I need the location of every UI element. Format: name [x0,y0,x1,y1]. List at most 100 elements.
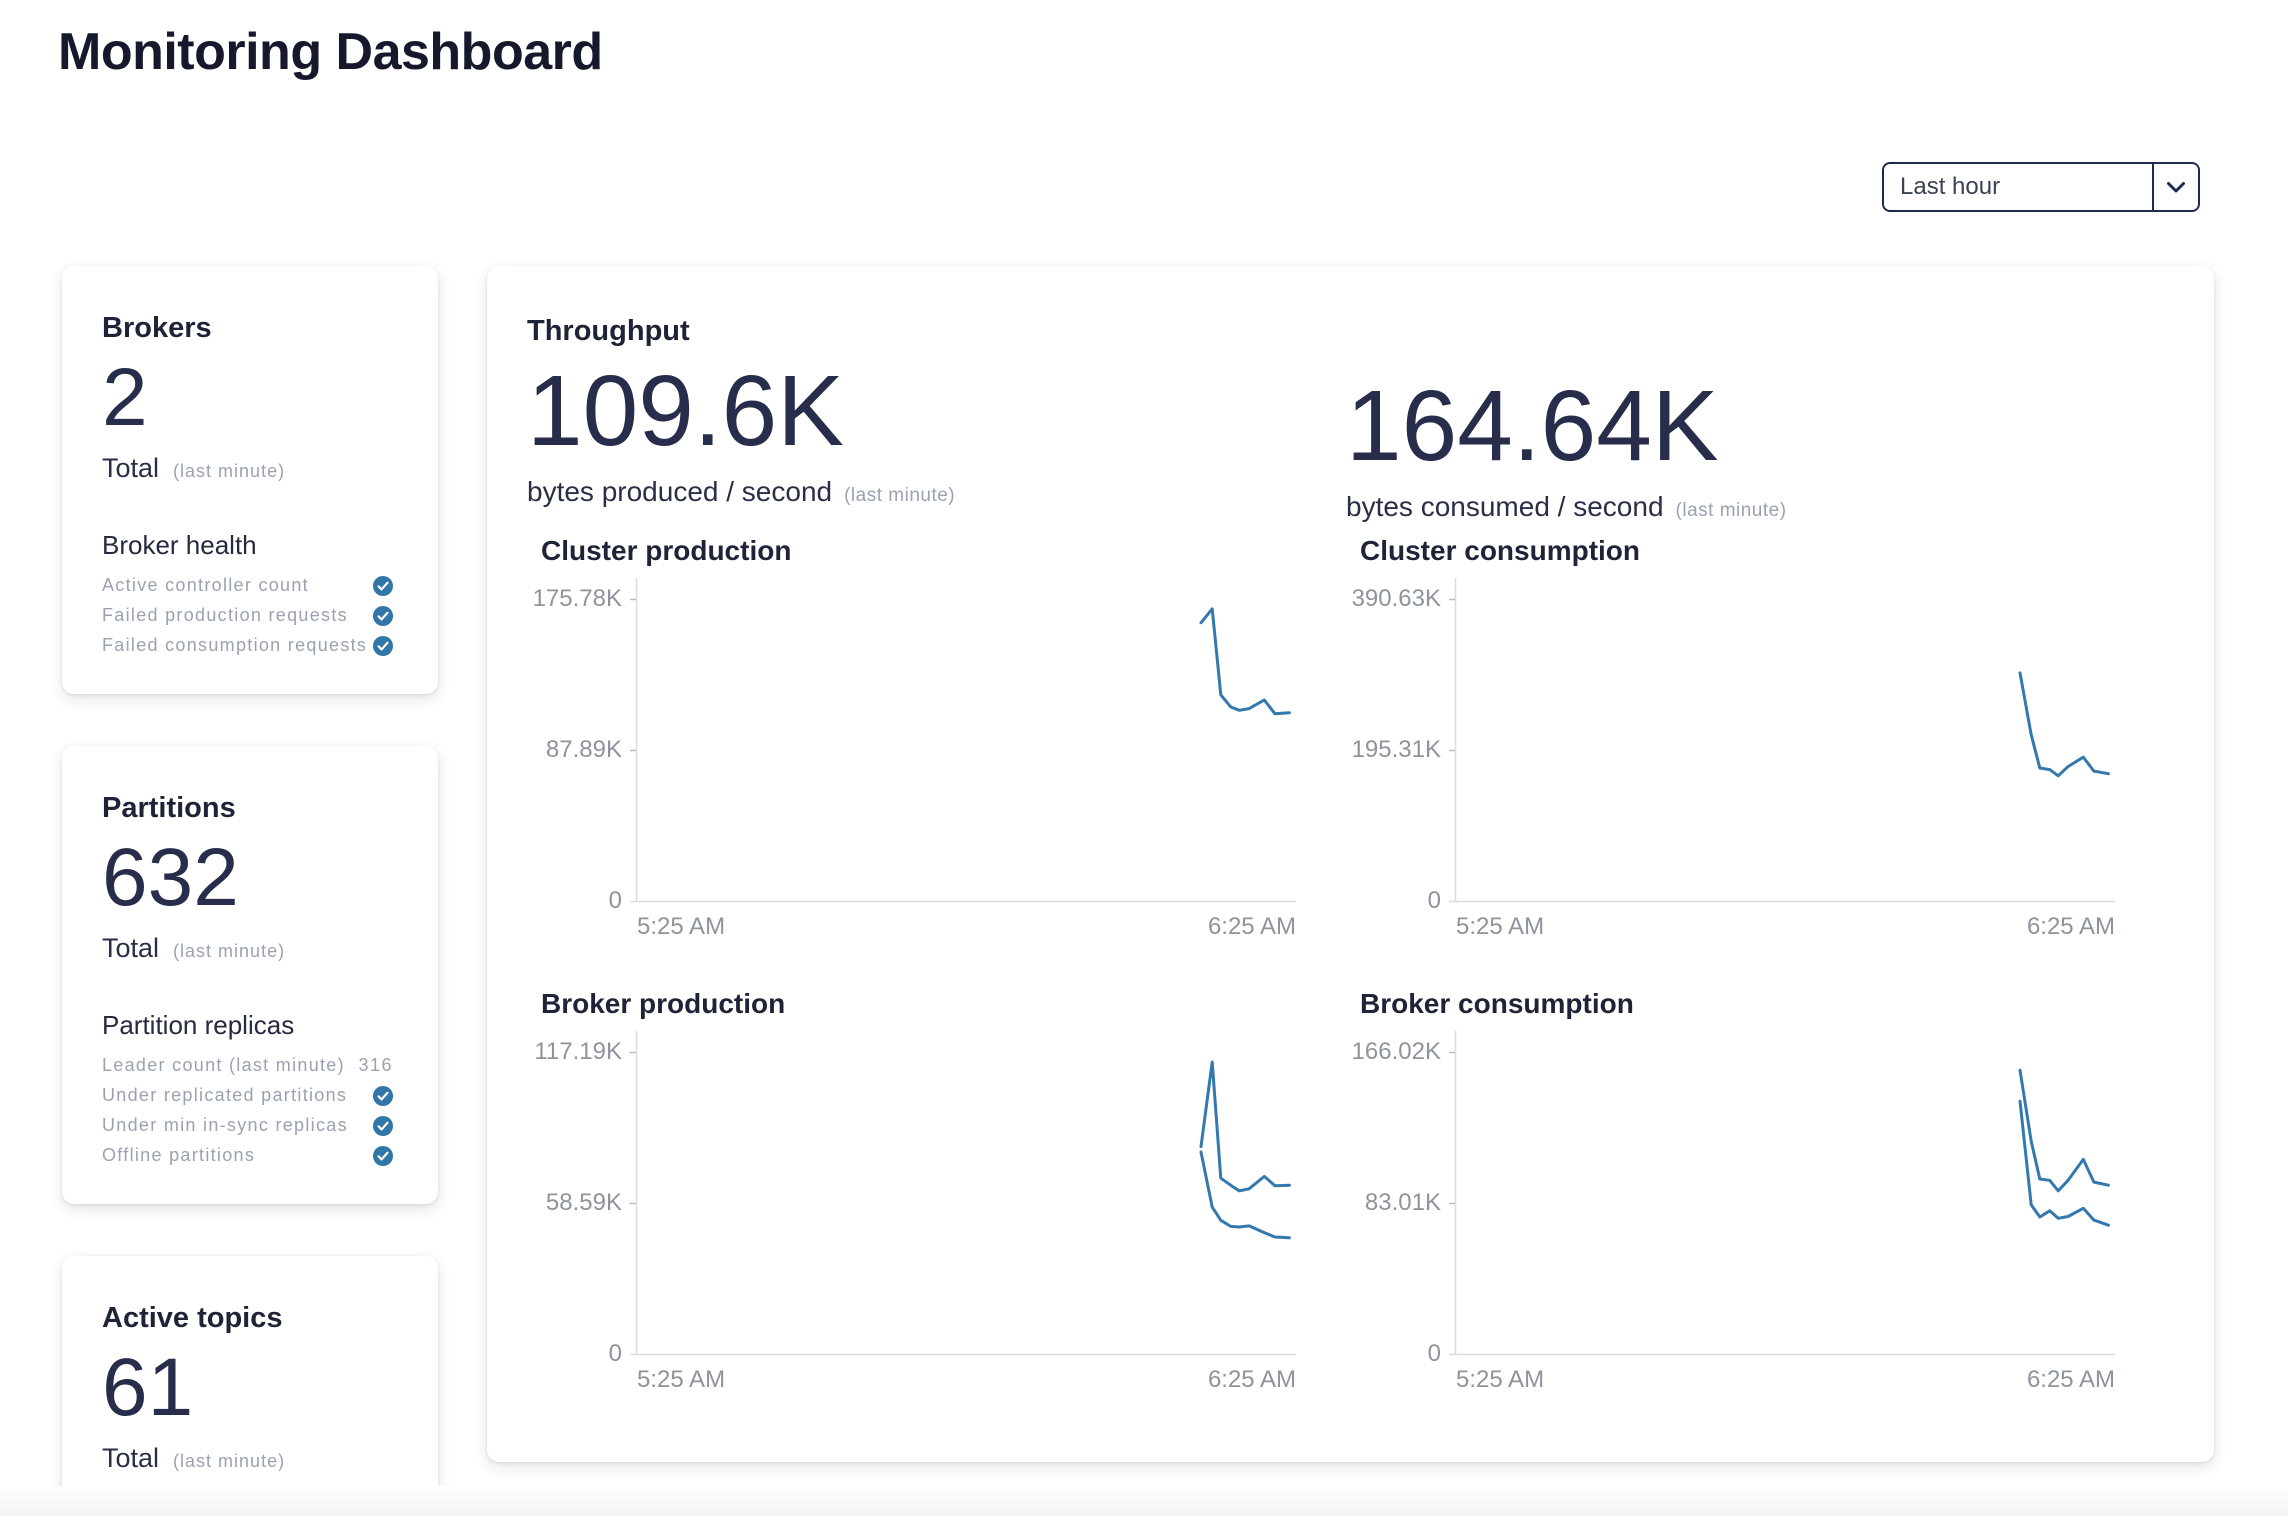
x-tick-label: 6:25 AM [2026,913,2115,940]
y-tick-label: 390.63K [1351,585,1441,612]
y-tick-label: 0 [1427,887,1441,914]
series-broker-1 [1199,1060,1291,1193]
chart-cluster-consumption: Cluster consumption 390.63K 195.31K 0 [1352,535,2115,941]
chart-title: Cluster consumption [1360,535,1641,566]
y-tick-label: 175.78K [532,585,622,612]
broker-health-list: Active controller count Failed productio… [102,575,393,656]
chart-broker-consumption: Broker consumption 166.02K 83.01K 0 [1352,988,2115,1394]
series-broker-2 [1199,1150,1291,1240]
x-tick-label: 5:25 AM [637,1366,726,1393]
y-tick-label: 0 [608,1340,622,1367]
chevron-down-icon[interactable] [2152,164,2198,210]
page-title: Monitoring Dashboard [58,23,603,81]
check-icon [373,605,393,626]
total-label: Total [102,933,160,963]
line-chart-plot [630,578,1296,903]
chart-title: Broker consumption [1360,988,1634,1019]
last-minute-note: (last minute) [173,941,286,961]
line-chart-plot [1449,1031,2115,1356]
health-item: Under min in-sync replicas [102,1115,393,1136]
series-broker-2 [2018,1099,2110,1227]
x-axis-labels: 5:25 AM 6:25 AM [630,913,1296,941]
series-cluster [2018,671,2110,778]
partitions-total-value: 632 [102,832,239,923]
health-item: Under replicated partitions [102,1085,393,1106]
value-caption: Total (last minute) [102,453,393,484]
y-tick-label: 87.89K [545,736,622,763]
health-item-label: Active controller count [102,575,309,595]
total-label: Total [102,453,160,483]
time-range-value: Last hour [1900,173,2001,200]
brokers-total-value: 2 [102,352,148,443]
chart-broker-production: Broker production 117.19K 58.59K 0 [534,988,1296,1394]
check-icon [373,635,393,656]
health-item: Offline partitions [102,1145,393,1166]
health-item-label: Failed production requests [102,605,348,625]
series-broker-1 [2018,1068,2110,1193]
brokers-card: Brokers 2 Total (last minute) Broker hea… [62,266,438,694]
broker-health-title: Broker health [102,530,257,560]
health-item: Leader count (last minute) 316 [102,1055,393,1076]
last-minute-note: (last minute) [1675,500,1787,521]
last-minute-note: (last minute) [173,461,286,481]
partition-replicas-title: Partition replicas [102,1010,295,1040]
check-icon [373,1145,393,1166]
line-chart-plot [1449,578,2115,903]
card-title: Brokers [102,312,212,344]
health-item: Failed production requests [102,605,393,626]
chart-body: 390.63K 195.31K 0 [1352,575,2115,941]
health-item-label: Leader count (last minute) [102,1055,345,1075]
x-tick-label: 5:25 AM [1456,1366,1545,1393]
check-icon [373,1115,393,1136]
throughput-title: Throughput [527,315,690,347]
active-topics-card: Active topics 61 Total (last minute) [62,1256,438,1512]
produced-metric-label: bytes produced / second [527,476,833,507]
health-item: Failed consumption requests [102,635,393,656]
chart-body: 166.02K 83.01K 0 [1352,1028,2115,1394]
y-axis: 117.19K 58.59K 0 [534,1028,630,1367]
chart-title: Cluster production [541,535,792,566]
charts-grid: Cluster production 175.78K 87.89K 0 [533,535,2174,1394]
card-title: Active topics [102,1302,283,1334]
health-item-label: Offline partitions [102,1145,256,1165]
plot-area: 5:25 AM 6:25 AM [630,1028,1296,1394]
health-item-label: Under replicated partitions [102,1085,348,1105]
throughput-panel: Throughput 109.6K bytes produced / secon… [487,266,2214,1462]
y-tick-label: 83.01K [1364,1189,1441,1216]
produced-metric: Throughput 109.6K bytes produced / secon… [527,315,1282,523]
consumed-metric: 164.64K bytes consumed / second (last mi… [1346,315,2101,523]
last-minute-note: (last minute) [844,485,956,506]
time-range-select[interactable]: Last hour [1882,162,2200,212]
y-axis: 175.78K 87.89K 0 [533,575,630,914]
x-tick-label: 6:25 AM [1207,913,1296,940]
active-topics-total-value: 61 [102,1342,194,1433]
throughput-metrics: Throughput 109.6K bytes produced / secon… [527,315,2174,523]
content-layout: Brokers 2 Total (last minute) Broker hea… [62,266,2214,1516]
y-tick-label: 195.31K [1351,736,1441,763]
series-cluster [1199,607,1291,716]
y-tick-label: 58.59K [545,1189,622,1216]
consumed-metric-caption: bytes consumed / second (last minute) [1346,491,2101,523]
chart-body: 117.19K 58.59K 0 [534,1028,1296,1394]
produced-metric-caption: bytes produced / second (last minute) [527,476,1282,508]
plot-area: 5:25 AM 6:25 AM [630,575,1296,941]
chart-title: Broker production [541,988,786,1019]
total-label: Total [102,1443,160,1473]
x-axis-labels: 5:25 AM 6:25 AM [1449,1366,2115,1394]
card-title: Partitions [102,792,236,824]
chart-cluster-production: Cluster production 175.78K 87.89K 0 [533,535,1296,941]
consumed-metric-label: bytes consumed / second [1346,491,1664,522]
x-tick-label: 5:25 AM [637,913,726,940]
chart-body: 175.78K 87.89K 0 [533,575,1296,941]
plot-area: 5:25 AM 6:25 AM [1449,1028,2115,1394]
plot-area: 5:25 AM 6:25 AM [1449,575,2115,941]
page-bottom-strip [0,1486,2288,1516]
y-tick-label: 0 [608,887,622,914]
x-axis-labels: 5:25 AM 6:25 AM [1449,913,2115,941]
y-tick-label: 166.02K [1351,1038,1441,1065]
health-item-label: Under min in-sync replicas [102,1115,348,1135]
y-axis: 390.63K 195.31K 0 [1352,575,1449,914]
x-axis-labels: 5:25 AM 6:25 AM [630,1366,1296,1394]
value-caption: Total (last minute) [102,933,393,964]
